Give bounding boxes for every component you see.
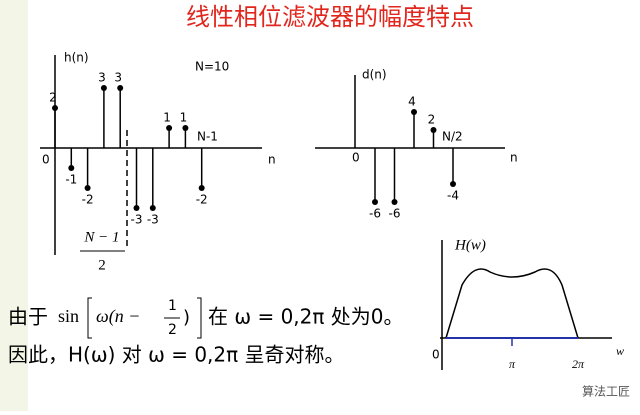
H-tick: π [509,357,516,371]
bracket [87,297,202,339]
H-tick: 0 [432,348,440,362]
H-axes [440,240,612,370]
value-label: -2 [82,193,94,207]
value-label: -4 [447,189,459,203]
value-label: 4 [408,95,416,109]
text: 2 [168,322,177,338]
stem-head [133,205,140,211]
stem-head [84,185,91,191]
d-origin: 0 [352,151,360,165]
d-axes [315,75,505,149]
d-x-label: n [510,151,518,165]
title: 线性相位滤波器的幅度特点 [186,3,474,31]
value-label: 2 [428,113,436,127]
value-label: 3 [114,71,122,85]
H-x-label: w [616,344,624,358]
value-label: -1 [65,173,77,187]
text: ) [183,307,190,328]
value-label: -6 [389,207,401,221]
h-y-label: h(n) [64,51,89,65]
value-label: -3 [147,213,159,227]
text: 1 [168,298,177,314]
stem-head [198,185,205,191]
h-end-label: N-1 [197,130,218,144]
H-tick: 2π [572,357,585,371]
stem-head [430,127,437,133]
stem-head [68,165,75,171]
stem-head [166,125,173,131]
mid-numerator: N − 1 [83,229,119,245]
text: 因此，H(ω) 对 ω = 0,2π 呈奇对称。 [8,343,345,367]
text: sin [58,306,79,326]
d-mid-label: N/2 [442,130,463,144]
left-stripe [0,0,28,411]
stem-head [52,105,58,111]
stem-head [182,125,189,131]
h-note: N=10 [195,60,229,74]
stem-head [391,199,398,205]
text: 在 ω = 0,2π 处为0。 [208,305,404,329]
value-label: -3 [131,213,143,227]
stem-head [450,181,456,187]
value-label: 3 [98,71,106,85]
stem-head [117,85,124,91]
value-label: 2 [49,91,57,105]
h-origin: 0 [42,153,50,167]
value-label: -2 [196,193,208,207]
value-label: 1 [180,111,188,125]
stem-head [149,205,156,211]
text: 由于 [8,305,48,329]
watermark: 算法工匠 [582,384,630,399]
text: ω(n − [96,306,140,327]
d-y-label: d(n) [362,68,387,82]
H-y-label: H(w) [454,237,486,253]
value-label: -6 [369,207,381,221]
mid-denominator: 2 [98,257,106,273]
h-axes [40,55,262,255]
stem-head [100,85,107,91]
stem-head [372,199,378,205]
stem-head [411,109,417,115]
value-label: 1 [163,111,171,125]
h-x-label: n [268,153,276,167]
